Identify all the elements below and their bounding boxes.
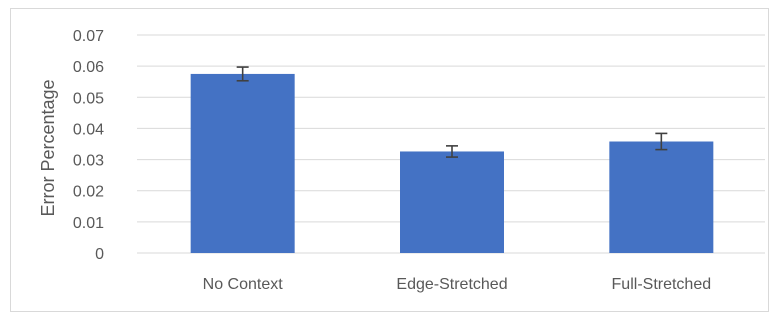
bar [609,141,714,253]
error-bar [236,66,249,82]
y-tick-label: 0.01 [73,215,104,232]
y-tick-label: 0.06 [73,59,104,76]
error-bars [236,66,668,158]
y-tick-label: 0.05 [73,90,104,107]
y-tick-label: 0.02 [73,184,104,201]
error-bar [655,132,668,151]
x-tick-label: Full-Stretched [612,276,712,293]
x-tick-label: Edge-Stretched [396,276,507,293]
y-tick-label: 0.04 [73,121,104,138]
y-tick-label: 0.03 [73,153,104,170]
x-tick-label: No Context [203,276,284,293]
x-tick-labels: No Context Edge-Stretched Full-Stretched [203,276,711,293]
y-tick-label: 0 [95,246,104,263]
bar [400,151,504,253]
y-axis-label: Error Percentage [38,79,58,216]
y-tick-label: 0.07 [73,28,104,45]
bar [190,73,295,253]
error-bar [446,145,458,158]
y-tick-labels: 0 0.01 0.02 0.03 0.04 0.05 0.06 0.07 [73,28,104,263]
bars [190,73,714,253]
